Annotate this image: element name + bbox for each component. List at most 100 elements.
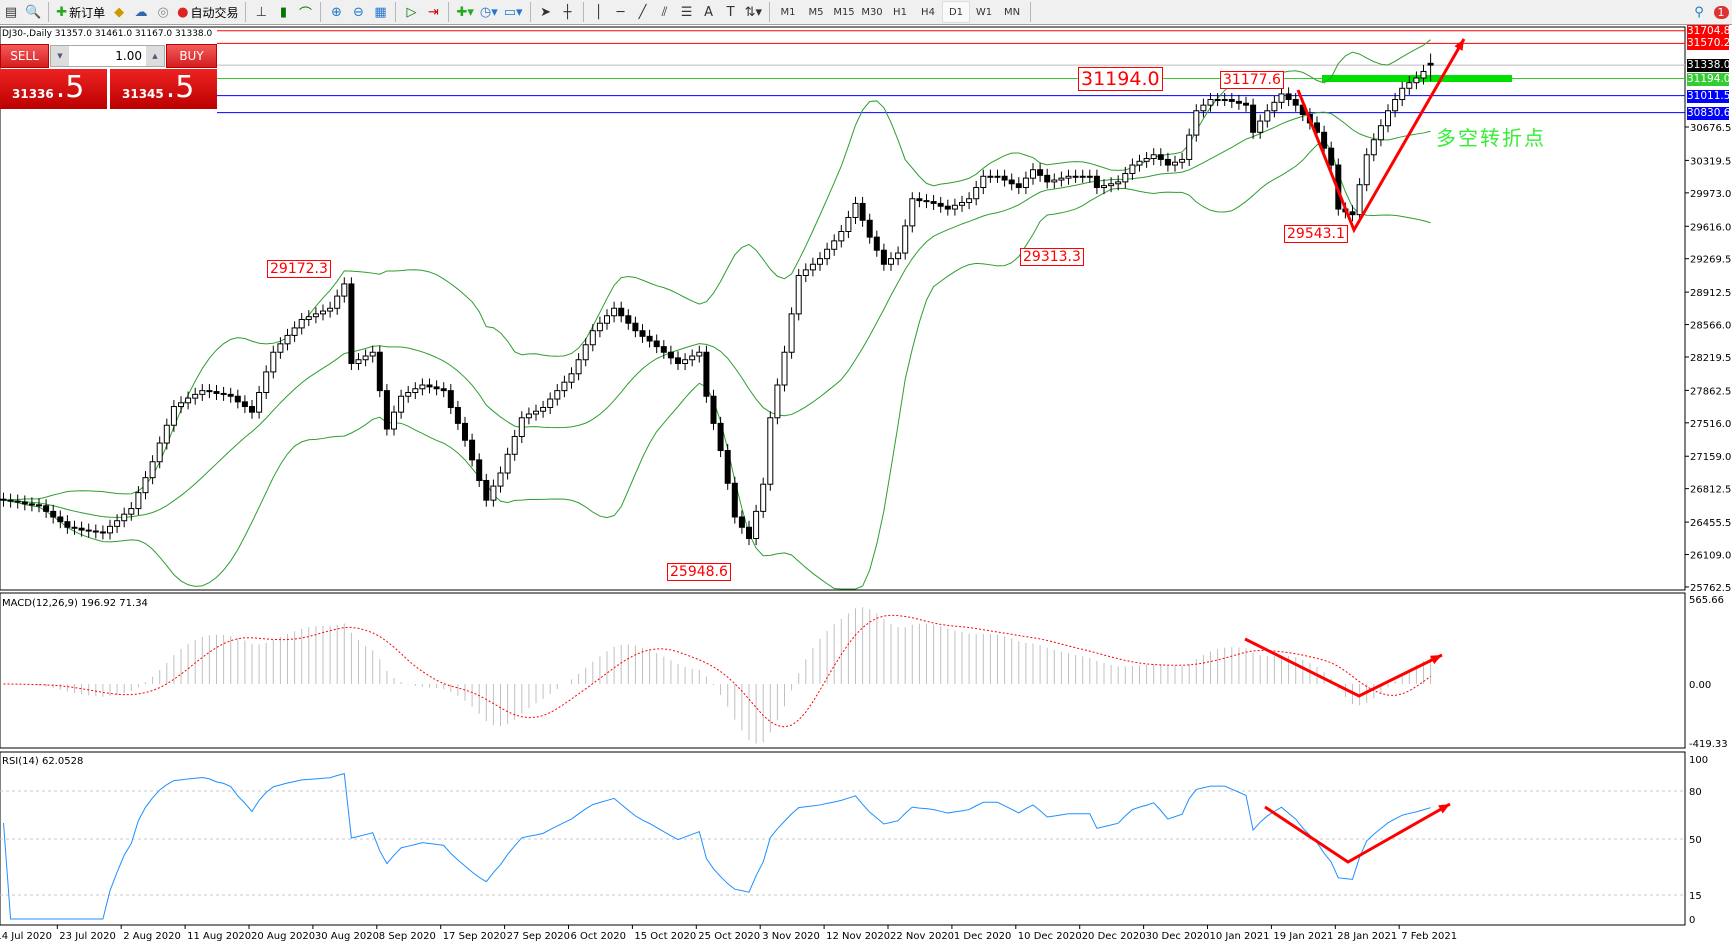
- notifications-button[interactable]: 1: [1710, 1, 1732, 23]
- candle: [632, 316, 639, 338]
- candle: [1278, 87, 1285, 109]
- bar-chart-icon[interactable]: ⊥: [255, 4, 268, 20]
- price-v-arrow: [1296, 38, 1466, 234]
- turning-point-label[interactable]: 多空转折点: [1436, 126, 1546, 150]
- candle: [398, 389, 405, 419]
- candle-body: [909, 198, 916, 227]
- annotation-label[interactable]: 31194.0: [1078, 67, 1163, 91]
- candle: [852, 196, 859, 225]
- candle-body: [880, 249, 887, 265]
- sell-price-button[interactable]: 31336.5: [0, 69, 107, 109]
- candle-body: [525, 413, 532, 419]
- zoom-in-icon[interactable]: ⊕: [331, 4, 342, 20]
- candle-body: [1356, 184, 1363, 216]
- candle-body: [582, 344, 589, 361]
- annotation-label[interactable]: 29543.1: [1284, 225, 1348, 243]
- annotation-label[interactable]: 29172.3: [267, 260, 331, 278]
- candle: [973, 180, 980, 206]
- lot-size-value[interactable]: 1.00: [115, 49, 142, 63]
- period-m15[interactable]: M15: [833, 6, 855, 18]
- candle-body: [1427, 62, 1434, 66]
- equidistant-channel-icon[interactable]: ⫽: [661, 4, 668, 20]
- zoom-out-icon[interactable]: ⊖: [353, 4, 364, 20]
- candle-body: [540, 406, 547, 412]
- candle-body: [809, 263, 816, 271]
- candle: [760, 477, 767, 518]
- profiles-icon[interactable]: 🔍: [25, 4, 42, 20]
- candle-body: [1008, 179, 1015, 185]
- lot-size-input[interactable]: ▼ 1.00 ▲: [50, 45, 165, 67]
- period-m1[interactable]: M1: [780, 6, 796, 18]
- chart-shift-icon[interactable]: ⇥: [428, 4, 439, 20]
- candle-body: [227, 393, 234, 397]
- period-h1[interactable]: H1: [893, 6, 907, 18]
- date-tick-label: 3 Nov 2020: [762, 931, 820, 942]
- candle: [170, 399, 177, 432]
- candle-body: [1292, 99, 1299, 106]
- market-watch-icon[interactable]: ◆: [114, 4, 125, 20]
- candle-body: [305, 316, 312, 320]
- rsi-tick-label: 50: [1689, 835, 1702, 846]
- bollinger-upper: [3, 39, 1431, 501]
- candle-body: [7, 499, 14, 502]
- candle: [1008, 173, 1015, 191]
- vertical-line-icon[interactable]: │: [594, 4, 603, 20]
- candle: [490, 479, 497, 507]
- period-h4[interactable]: H4: [921, 6, 935, 18]
- candle: [1221, 92, 1228, 107]
- trendline-icon[interactable]: ╱: [638, 4, 647, 20]
- candle: [497, 466, 504, 493]
- annotation-label[interactable]: 25948.6: [667, 563, 731, 581]
- text-label-icon[interactable]: T: [726, 4, 735, 20]
- menu-icon[interactable]: ▤: [4, 4, 18, 20]
- candle-body: [724, 450, 731, 484]
- date-tick-label: 20 Dec 2020: [1082, 931, 1146, 942]
- buy-price-button[interactable]: 31345.5: [110, 69, 217, 109]
- cursor-icon[interactable]: ➤: [540, 4, 552, 20]
- candle: [14, 494, 21, 509]
- lot-increase-icon[interactable]: ▲: [146, 46, 164, 66]
- candle: [767, 411, 774, 491]
- period-d1[interactable]: D1: [942, 1, 970, 23]
- arrows-icon[interactable]: ⇅▾: [744, 4, 762, 20]
- sell-button[interactable]: SELL: [0, 44, 49, 68]
- candle-body: [362, 355, 369, 361]
- annotation-label[interactable]: 31177.6: [1220, 71, 1284, 89]
- candle-body: [114, 520, 121, 527]
- annotation-label[interactable]: 29313.3: [1020, 248, 1084, 266]
- auto-trading-button[interactable]: ● 自动交易: [174, 1, 241, 23]
- period-m5[interactable]: M5: [808, 6, 824, 18]
- tile-windows-icon[interactable]: ▦: [374, 4, 387, 20]
- candlestick-chart-icon[interactable]: ▮: [279, 4, 288, 20]
- candle: [533, 404, 539, 421]
- navigator-icon[interactable]: ☁: [134, 4, 148, 20]
- indicators-icon[interactable]: ✚▾: [456, 4, 474, 20]
- candle: [795, 268, 802, 321]
- candle: [291, 321, 298, 342]
- search-icon[interactable]: ⚲: [1694, 4, 1704, 20]
- candle: [518, 411, 525, 444]
- period-m30[interactable]: M30: [861, 6, 883, 18]
- line-chart-icon[interactable]: ⌒: [298, 6, 312, 22]
- auto-trading-icon: ●: [177, 4, 189, 20]
- candle: [1214, 92, 1221, 107]
- fibonacci-icon[interactable]: ☰: [680, 4, 693, 20]
- candle: [1179, 152, 1186, 169]
- date-tick-label: 20 Aug 2020: [251, 931, 315, 942]
- auto-scroll-icon[interactable]: ▷: [406, 4, 417, 20]
- period-w1[interactable]: W1: [975, 6, 993, 18]
- new-order-button[interactable]: ✚ 新订单: [53, 1, 108, 23]
- candle: [589, 324, 596, 352]
- periods-clock-icon[interactable]: ◷▾: [479, 4, 498, 20]
- lot-decrease-icon[interactable]: ▼: [51, 46, 69, 66]
- signals-icon[interactable]: ◎: [157, 4, 169, 20]
- crosshair-icon[interactable]: ┼: [563, 4, 572, 20]
- candle: [902, 219, 909, 260]
- templates-icon[interactable]: ▭▾: [503, 4, 523, 20]
- candle-body: [902, 225, 909, 254]
- period-mn[interactable]: MN: [1003, 6, 1021, 18]
- horizontal-line-icon[interactable]: ─: [616, 4, 625, 20]
- buy-button[interactable]: BUY: [166, 44, 217, 68]
- text-icon[interactable]: A: [704, 4, 714, 20]
